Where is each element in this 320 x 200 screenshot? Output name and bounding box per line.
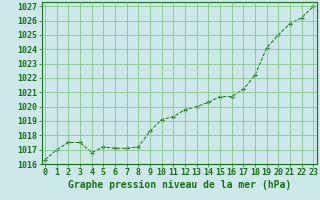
X-axis label: Graphe pression niveau de la mer (hPa): Graphe pression niveau de la mer (hPa)	[68, 180, 291, 190]
